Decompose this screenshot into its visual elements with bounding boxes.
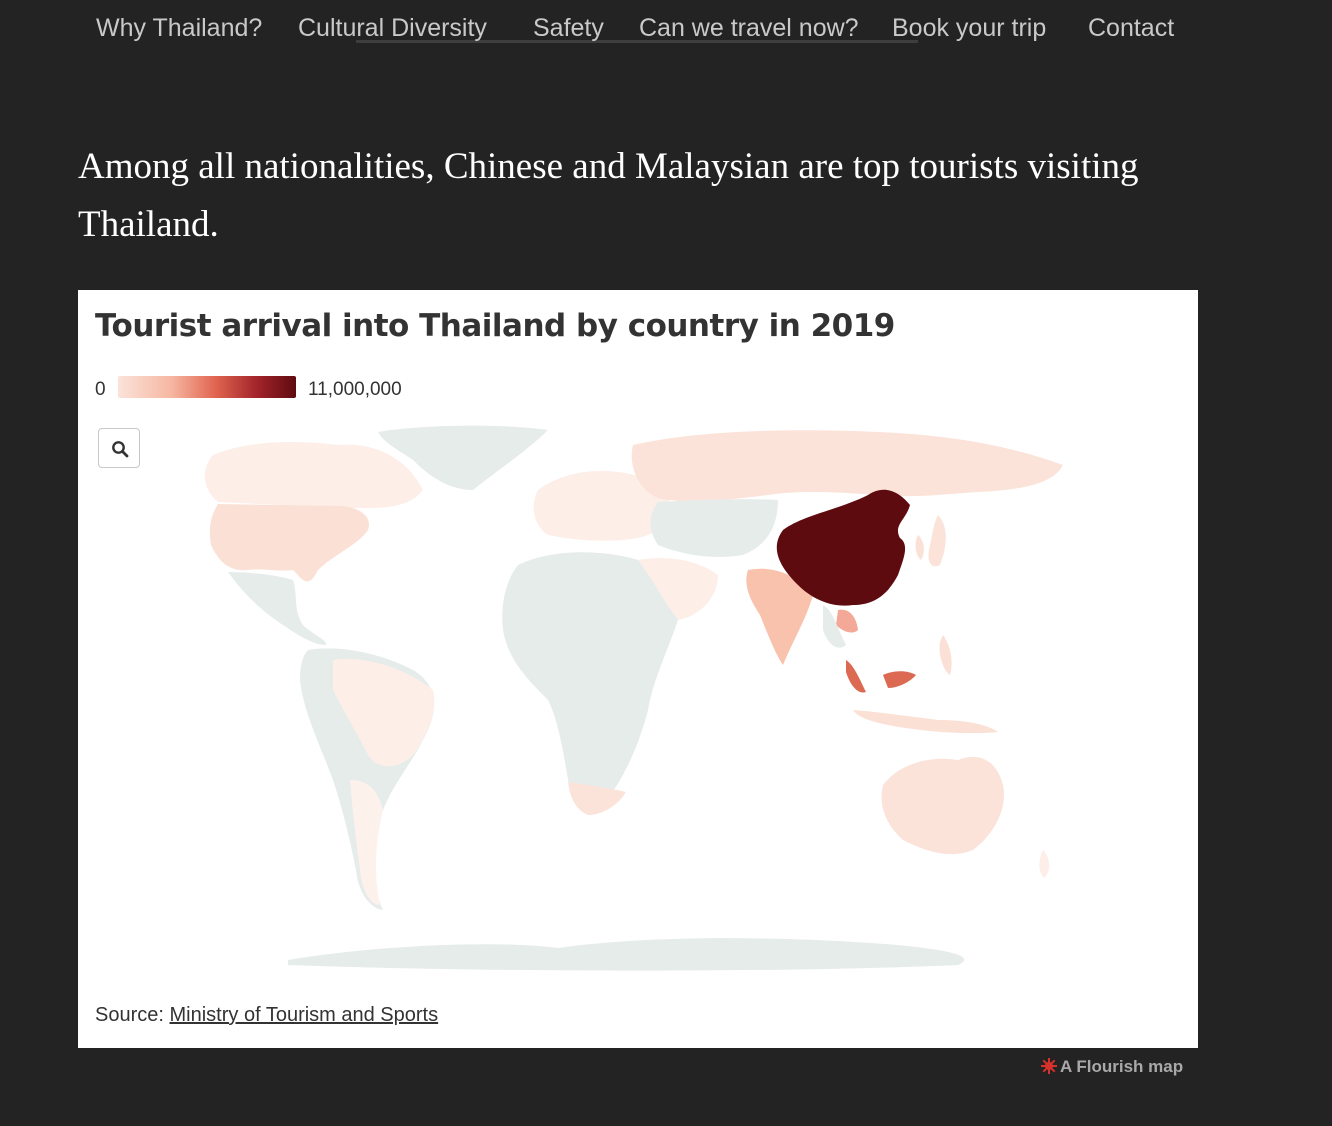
region-indochina[interactable] [823, 605, 846, 648]
region-malaysia-peninsula[interactable] [846, 660, 866, 693]
nav-cultural-diversity[interactable]: Cultural Diversity [298, 14, 487, 42]
region-new-zealand[interactable] [1039, 850, 1050, 878]
region-mexico[interactable] [228, 572, 327, 645]
source-link[interactable]: Ministry of Tourism and Sports [169, 1004, 439, 1026]
search-icon [112, 441, 129, 458]
region-argentina[interactable] [350, 780, 383, 905]
world-map[interactable] [78, 420, 1198, 980]
top-navigation: Why Thailand? Cultural Diversity Safety … [0, 0, 1332, 62]
legend-max-label: 11,000,000 [308, 379, 402, 400]
region-africa[interactable] [502, 552, 678, 811]
nav-contact[interactable]: Contact [1088, 14, 1175, 42]
region-brazil[interactable] [333, 659, 435, 767]
nav-underline [356, 40, 918, 43]
map-card: Tourist arrival into Thailand by country… [78, 290, 1198, 1048]
nav-can-we-travel-now[interactable]: Can we travel now? [639, 14, 859, 42]
region-europe[interactable] [533, 470, 673, 541]
source-label: Source: [95, 1004, 164, 1026]
nav-book-your-trip[interactable]: Book your trip [892, 14, 1047, 42]
region-greenland[interactable] [378, 425, 548, 490]
region-china[interactable] [776, 489, 910, 606]
region-antarctica[interactable] [288, 938, 965, 971]
zoom-button[interactable] [98, 428, 140, 468]
nav-safety[interactable]: Safety [533, 14, 604, 42]
region-korea[interactable] [915, 535, 924, 560]
region-central-asia[interactable] [650, 499, 779, 557]
region-united-states[interactable] [209, 504, 369, 582]
region-indonesia[interactable] [853, 710, 998, 734]
source-line: Source: Ministry of Tourism and Sports [95, 1004, 438, 1027]
region-south-africa[interactable] [568, 782, 626, 815]
region-japan[interactable] [928, 515, 946, 567]
region-laos[interactable] [836, 609, 858, 633]
region-russia[interactable] [631, 430, 1063, 502]
region-philippines[interactable] [939, 635, 952, 675]
legend-min-label: 0 [95, 379, 106, 400]
headline: Among all nationalities, Chinese and Mal… [78, 146, 1139, 245]
nav-why-thailand[interactable]: Why Thailand? [96, 14, 263, 42]
region-canada[interactable] [204, 442, 423, 509]
region-malaysia-borneo[interactable] [883, 671, 916, 688]
region-australia[interactable] [881, 756, 1004, 855]
flourish-logo-icon [1041, 1058, 1057, 1074]
region-india[interactable] [746, 568, 813, 665]
flourish-credit-label: A Flourish map [1060, 1057, 1184, 1076]
flourish-credit[interactable]: A Flourish map [1040, 1057, 1183, 1077]
chart-title: Tourist arrival into Thailand by country… [95, 308, 895, 344]
legend-color-scale [118, 376, 296, 398]
map-regions [204, 425, 1063, 971]
